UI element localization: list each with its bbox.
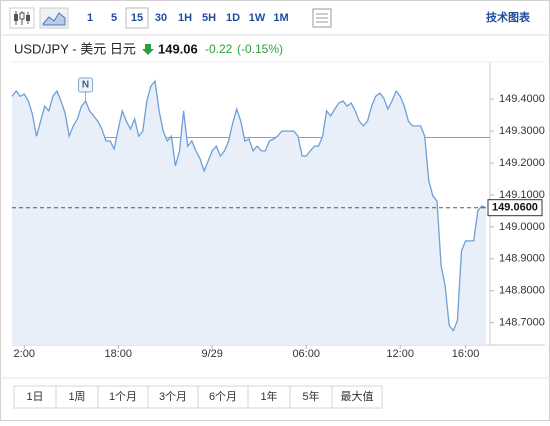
change: -0.22 <box>205 42 233 56</box>
y-tick-label: 149.1000 <box>499 189 545 201</box>
y-tick-label: 148.8000 <box>499 285 545 297</box>
interval-button[interactable]: 1D <box>226 12 240 24</box>
table-icon[interactable] <box>312 8 332 28</box>
down-arrow <box>142 44 154 55</box>
y-tick-label: 149.3000 <box>499 125 545 137</box>
x-tick-label: 12:00 <box>386 348 414 360</box>
y-tick-label: 149.2000 <box>499 157 545 169</box>
area-fill <box>12 81 486 345</box>
last-price-label: 149.0600 <box>492 202 538 214</box>
y-tick-label: 148.9000 <box>499 253 545 265</box>
interval-button[interactable]: 30 <box>155 12 167 24</box>
news-marker[interactable] <box>78 77 94 93</box>
y-tick-label: 149.4000 <box>499 93 545 105</box>
interval-button[interactable]: 1H <box>178 12 192 24</box>
last-price-box <box>487 199 543 217</box>
range-button-label[interactable]: 1周 <box>68 390 85 403</box>
tech-chart-link[interactable]: 技术图表 <box>486 10 531 24</box>
x-tick-label: 2:00 <box>14 348 35 360</box>
interval-button[interactable]: 15 <box>131 12 143 24</box>
range-button-label[interactable]: 1日 <box>26 391 43 403</box>
news-marker-label[interactable]: N <box>82 80 89 91</box>
interval-button[interactable]: 1 <box>87 12 93 24</box>
range-button-label[interactable]: 1个月 <box>109 390 137 403</box>
candle-icon[interactable] <box>9 7 35 29</box>
range-button-label[interactable]: 5年 <box>302 389 319 403</box>
range-button-label[interactable]: 6个月 <box>209 390 237 403</box>
interval-button[interactable]: 1M <box>273 12 288 24</box>
symbol: USD/JPY - 美元 日元 <box>14 41 136 56</box>
price: 149.06 <box>158 41 198 56</box>
x-tick-label: 9/29 <box>202 348 223 360</box>
change-percent: (-0.15%) <box>237 42 283 56</box>
x-tick-label: 16:00 <box>452 348 480 360</box>
interval-button[interactable]: 5H <box>202 12 216 24</box>
interval-button[interactable]: 5 <box>111 12 117 24</box>
x-tick-label: 06:00 <box>292 348 320 360</box>
price-line <box>11 79 487 332</box>
range-button-label[interactable]: 最大值 <box>341 389 374 403</box>
range-button[interactable] <box>331 385 383 409</box>
x-tick-label: 18:00 <box>104 348 132 360</box>
y-tick-label: 148.7000 <box>499 317 545 329</box>
y-tick-label: 149.0000 <box>499 221 545 233</box>
range-button-label[interactable]: 3个月 <box>159 390 187 403</box>
area-icon[interactable] <box>39 7 69 29</box>
range-button-label[interactable]: 1年 <box>260 389 277 403</box>
interval-selected <box>125 7 149 29</box>
interval-button[interactable]: 1W <box>249 12 266 24</box>
